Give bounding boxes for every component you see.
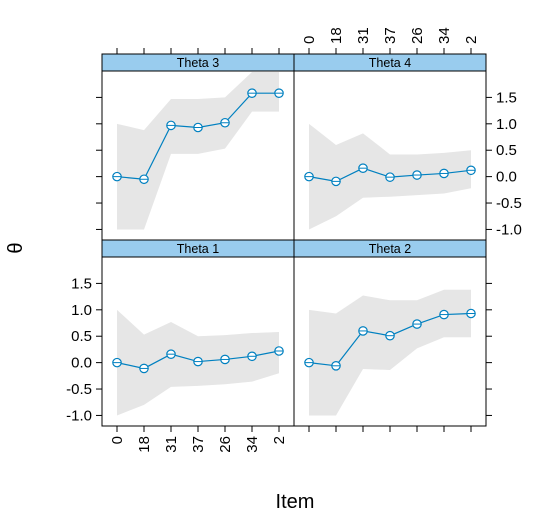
y-tick-label: 1.0: [71, 302, 92, 319]
x-tick-label: 0: [109, 436, 126, 444]
y-tick-label: 0.0: [496, 169, 517, 186]
panels-layer: Theta 3 Theta 4 Theta 1 Theta 2: [101, 53, 487, 427]
y-tick-label: 0.5: [71, 328, 92, 345]
x-tick-label: 18: [328, 27, 345, 44]
y-tick-label: -1.0: [66, 407, 92, 424]
y-tick-label: 1.5: [496, 89, 517, 106]
y-tick-label: 0.5: [496, 142, 517, 159]
x-axis-title: Item: [276, 491, 315, 513]
x-tick-label: 2: [271, 436, 288, 444]
x-tick-label: 2: [463, 36, 480, 44]
y-axis-title: θ: [5, 242, 27, 253]
x-tick-label: 0: [301, 36, 318, 44]
confidence-band: [309, 289, 471, 416]
panel-strip-label: Theta 3: [177, 56, 219, 70]
y-tick-label: -0.5: [66, 381, 92, 398]
panel-theta-3: Theta 3: [101, 53, 295, 241]
panel-theta-1: Theta 1: [101, 239, 295, 427]
panel-strip-label: Theta 4: [369, 56, 411, 70]
panel-theta-4: Theta 4: [293, 53, 487, 241]
x-tick-label: 34: [244, 436, 261, 453]
x-tick-label: 37: [190, 436, 207, 453]
x-tick-label: 26: [409, 27, 426, 44]
x-tick-label: 37: [382, 27, 399, 44]
panel-theta-2: Theta 2: [293, 239, 487, 427]
x-tick-label: 18: [136, 436, 153, 453]
x-tick-label: 26: [217, 436, 234, 453]
y-tick-label: -1.0: [496, 221, 522, 238]
x-tick-label: 34: [436, 27, 453, 44]
x-tick-label: 31: [355, 27, 372, 44]
y-tick-label: 1.0: [496, 116, 517, 133]
y-tick-label: -0.5: [496, 195, 522, 212]
panel-strip-label: Theta 1: [177, 242, 219, 256]
x-tick-label: 31: [163, 436, 180, 453]
confidence-band: [117, 72, 279, 230]
panel-strip-label: Theta 2: [369, 242, 411, 256]
axes-layer: 0 18 31 37 26 34 2 0 18 31 37 26 34 2 -1.0 -1.0 -0.5 -0.5…: [66, 27, 522, 452]
y-tick-label: 1.5: [71, 275, 92, 292]
y-tick-label: 0.0: [71, 355, 92, 372]
